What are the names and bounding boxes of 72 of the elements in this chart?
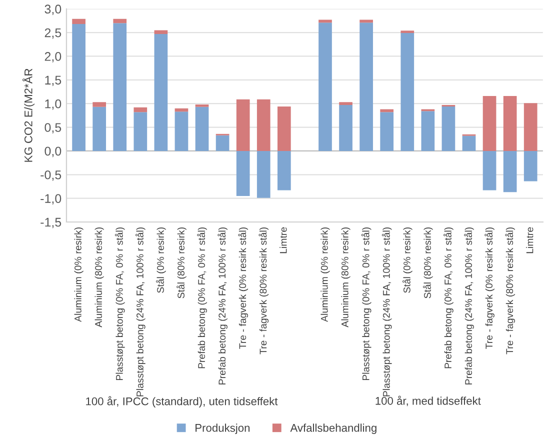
bar <box>524 150 538 182</box>
x-tick-label: Stål (0% resirk) <box>402 227 412 293</box>
y-tick-label: 0,5 <box>44 123 62 134</box>
legend-label: Produksjon <box>196 424 250 434</box>
bar <box>72 18 86 24</box>
text: 100 år, med tidseffekt <box>376 396 481 406</box>
x-tick-label: Prefab betong (24% FA, 100% r stål) <box>464 227 474 384</box>
bar <box>72 24 86 151</box>
y-tick-label: -1,0 <box>40 194 62 204</box>
bar <box>154 30 168 34</box>
x-tick-label: Tre - fagverk (80% resirk stål) <box>258 227 269 354</box>
y-tick-label: 0,0 <box>44 146 62 158</box>
bar <box>339 102 352 106</box>
bar <box>134 107 148 112</box>
bar <box>195 106 209 151</box>
x-tick-label: Aluminium (0% resirk) <box>74 227 84 322</box>
bar <box>360 22 373 151</box>
bar <box>277 106 291 151</box>
bar <box>339 105 352 151</box>
bar <box>256 99 270 151</box>
y-tick-label: 2,5 <box>44 28 62 39</box>
bar <box>113 23 127 151</box>
x-tick-label: Stål (80% resirk) <box>422 227 433 298</box>
bar <box>92 102 106 107</box>
text: 100 år, IPCC (standard), uten tidseffekt <box>86 396 278 408</box>
y-tick-label: 2,0 <box>44 52 62 62</box>
x-tick-label: Plasstøpt betong (0% FA, 0% r stål) <box>361 227 372 380</box>
bar <box>442 106 456 151</box>
x-tick-label: Prefab betong (0% FA, 0% r stål) <box>197 227 207 368</box>
bar <box>400 30 414 34</box>
x-tick-label: Plasstøpt betong (24% FA, 100% r stål) <box>382 227 392 396</box>
bar <box>318 22 332 151</box>
bar <box>174 112 188 151</box>
bar <box>462 136 476 151</box>
x-tick-label: Tre - fagverk (0% resirk stål) <box>484 227 494 349</box>
x-tick-label: Tre - fagverk (80% resirk stål) <box>505 227 515 354</box>
y-tick-label: 1,5 <box>45 76 62 86</box>
bar <box>400 33 414 151</box>
x-tick-label: Plasstøpt betong (0% FA, 0% r stål) <box>114 227 125 380</box>
x-tick-label: Stål (0% resirk) <box>156 227 166 293</box>
bar <box>380 112 394 151</box>
bar <box>524 103 538 151</box>
y-axis-title: KG CO2 E/(M2*ÅR <box>22 68 35 162</box>
bar <box>92 106 106 151</box>
x-tick-label: Aluminium (80% resirk) <box>94 227 104 328</box>
x-tick-label: Limtre <box>526 227 534 254</box>
bar <box>503 96 517 151</box>
bar <box>277 150 291 190</box>
bar <box>236 99 250 151</box>
x-tick-label: Tre - fagverk (0% resirk stål) <box>238 227 248 349</box>
bar <box>421 111 435 151</box>
bar <box>482 96 496 151</box>
bar <box>256 150 270 198</box>
y-tick-label: 3,0 <box>44 4 62 16</box>
bar <box>236 150 250 196</box>
x-tick-label: Stål (80% resirk) <box>176 227 186 298</box>
x-tick-label: Aluminium (80% resirk) <box>341 227 350 328</box>
bar <box>154 34 168 151</box>
y-tick-label: -0,5 <box>40 170 62 181</box>
bar <box>503 150 517 192</box>
x-tick-label: Limtre <box>280 227 287 254</box>
bar <box>113 18 127 24</box>
x-tick-label: Aluminium (0% resirk) <box>320 227 330 322</box>
y-tick-label: -1,5 <box>40 218 62 228</box>
bar <box>134 112 148 151</box>
x-tick-label: Prefab betong (24% FA, 100% r stål) <box>218 227 228 384</box>
y-tick-label: 1,0 <box>45 99 62 110</box>
x-tick-label: Plasstøpt betong (24% FA, 100% r stål) <box>135 227 146 396</box>
legend-label: Avfallsbehandling <box>290 424 376 434</box>
bar <box>216 135 230 151</box>
x-tick-label: Prefab betong (0% FA, 0% r stål) <box>444 227 454 368</box>
bar <box>482 150 496 190</box>
